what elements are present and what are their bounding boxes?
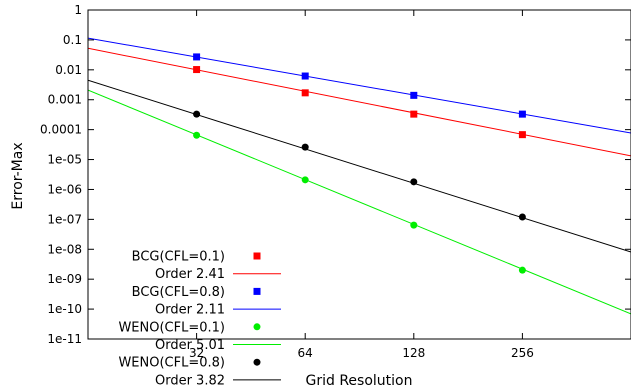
legend-label: WENO(CFL=0.8) [118, 356, 225, 371]
legend-square-swatch [253, 252, 261, 260]
y-tick-label: 1e-11 [47, 332, 82, 346]
y-tick-label: 0.1 [63, 33, 82, 47]
square-point [410, 110, 418, 118]
legend-circle-swatch [253, 323, 261, 331]
legend-label: BCG(CFL=0.1) [132, 250, 225, 265]
x-tick-label: 64 [298, 346, 313, 360]
series-line [88, 89, 631, 315]
y-tick-label: 1e-09 [47, 272, 82, 286]
y-tick-label: 0.01 [55, 63, 82, 77]
circle-point [518, 213, 526, 221]
y-tick-label: 0.0001 [40, 123, 82, 137]
y-tick-label: 1e-05 [47, 153, 82, 167]
legend-circle-swatch [253, 358, 261, 366]
y-tick-label: 1 [74, 3, 82, 17]
x-axis: 32 64 128 256 [189, 10, 534, 360]
x-tick-label: 256 [511, 346, 534, 360]
square-point [301, 89, 309, 97]
legend-label: Order 5.01 [155, 338, 225, 353]
legend-square-swatch [253, 287, 261, 295]
legend-label: BCG(CFL=0.8) [132, 285, 225, 300]
y-axis-label: Error-Max [10, 142, 26, 209]
y-tick-label: 1e-06 [47, 182, 82, 196]
series-line [88, 37, 631, 134]
y-tick-label: 1e-07 [47, 212, 82, 226]
x-tick-label: 32 [189, 346, 204, 360]
y-tick-label: 1e-10 [47, 302, 82, 316]
x-tick-label: 128 [402, 346, 425, 360]
legend-label: Order 2.11 [155, 303, 225, 318]
legend: BCG(CFL=0.1) Order 2.41 BCG(CFL=0.8) Order … [118, 250, 281, 388]
y-tick-label: 0.001 [48, 93, 82, 107]
series-line [88, 79, 631, 253]
plot-frame [87, 9, 631, 340]
legend-label: Order 3.82 [155, 373, 225, 388]
legend-label: Order 2.41 [155, 267, 225, 282]
y-tick-label: 1e-08 [47, 242, 82, 256]
plot-marks [88, 37, 631, 315]
y-axis: 1e-11 1e-10 1e-09 1e-08 1e-07 1e-06 1e-05 0.000… [40, 3, 631, 346]
legend-label: WENO(CFL=0.1) [118, 320, 225, 335]
x-axis-label: Grid Resolution [306, 373, 413, 389]
series-line [88, 47, 631, 157]
